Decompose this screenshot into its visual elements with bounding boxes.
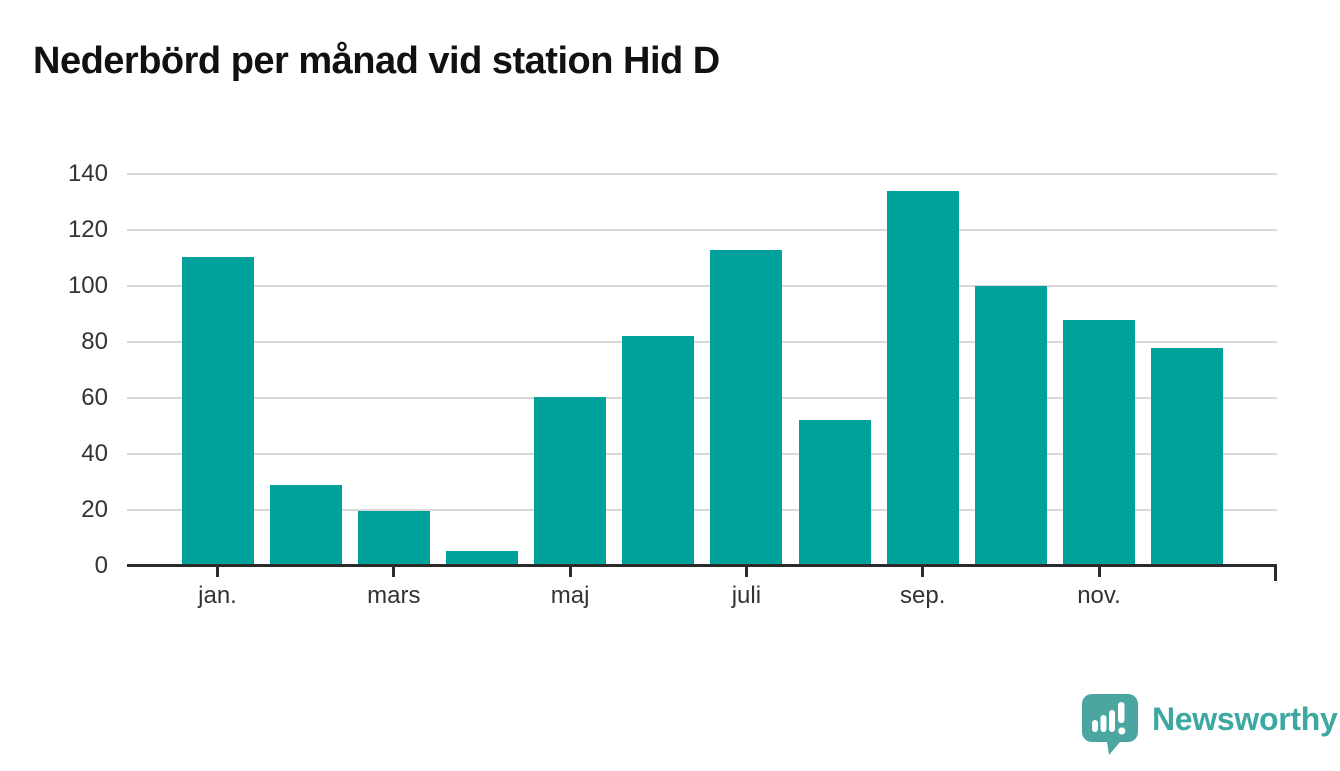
y-tick-label: 140 (67, 160, 108, 187)
x-tick (921, 567, 925, 577)
gridline (127, 341, 1277, 343)
gridline (127, 453, 1277, 455)
gridline (127, 173, 1277, 175)
x-axis-line (127, 564, 1277, 567)
x-tick (1097, 567, 1101, 577)
newsworthy-logo-wordmark: Newsworthy (1152, 700, 1338, 737)
y-tick-label: 0 (94, 552, 108, 579)
bar-sep. (886, 190, 959, 566)
gridline (127, 229, 1277, 231)
x-tick-label: jan. (198, 582, 237, 609)
y-tick-label: 100 (67, 272, 108, 299)
y-tick-label: 60 (81, 384, 108, 411)
y-tick-label: 40 (81, 440, 108, 467)
bar-feb. (269, 484, 342, 566)
x-tick (568, 567, 572, 577)
bar-dec. (1151, 347, 1224, 566)
gridline (127, 285, 1277, 287)
y-tick-label: 80 (81, 328, 108, 355)
y-tick-label: 120 (67, 216, 108, 243)
bar-maj (534, 396, 607, 566)
x-tick-label: juli (731, 582, 762, 609)
x-tick-label: nov. (1077, 582, 1121, 609)
x-tick-label: maj (550, 582, 590, 609)
gridline (127, 509, 1277, 511)
bar-juli (710, 249, 783, 566)
x-tick-label: mars (367, 582, 421, 609)
bar-nov. (1063, 319, 1135, 566)
newsworthy-logo: Newsworthy (1078, 690, 1338, 756)
bar-jan. (181, 256, 254, 566)
bar-aug. (798, 420, 871, 566)
bar-juni (622, 336, 695, 566)
bar-mars (357, 511, 430, 566)
x-tick (216, 567, 219, 577)
newsworthy-speech-bubble-chart-icon (1082, 694, 1138, 755)
bar-okt. (974, 286, 1047, 566)
x-tick (744, 567, 748, 577)
y-tick-label: 20 (81, 496, 108, 523)
gridline (127, 397, 1277, 399)
x-axis-endcap (1274, 564, 1277, 581)
x-tick-label: sep. (900, 582, 946, 609)
chart-title: Nederbörd per månad vid station Hid D (33, 40, 720, 82)
plot-area: jan. mars maj juli sep. nov. (127, 173, 1277, 609)
x-tick (392, 567, 396, 577)
bar-apr. (445, 550, 518, 566)
